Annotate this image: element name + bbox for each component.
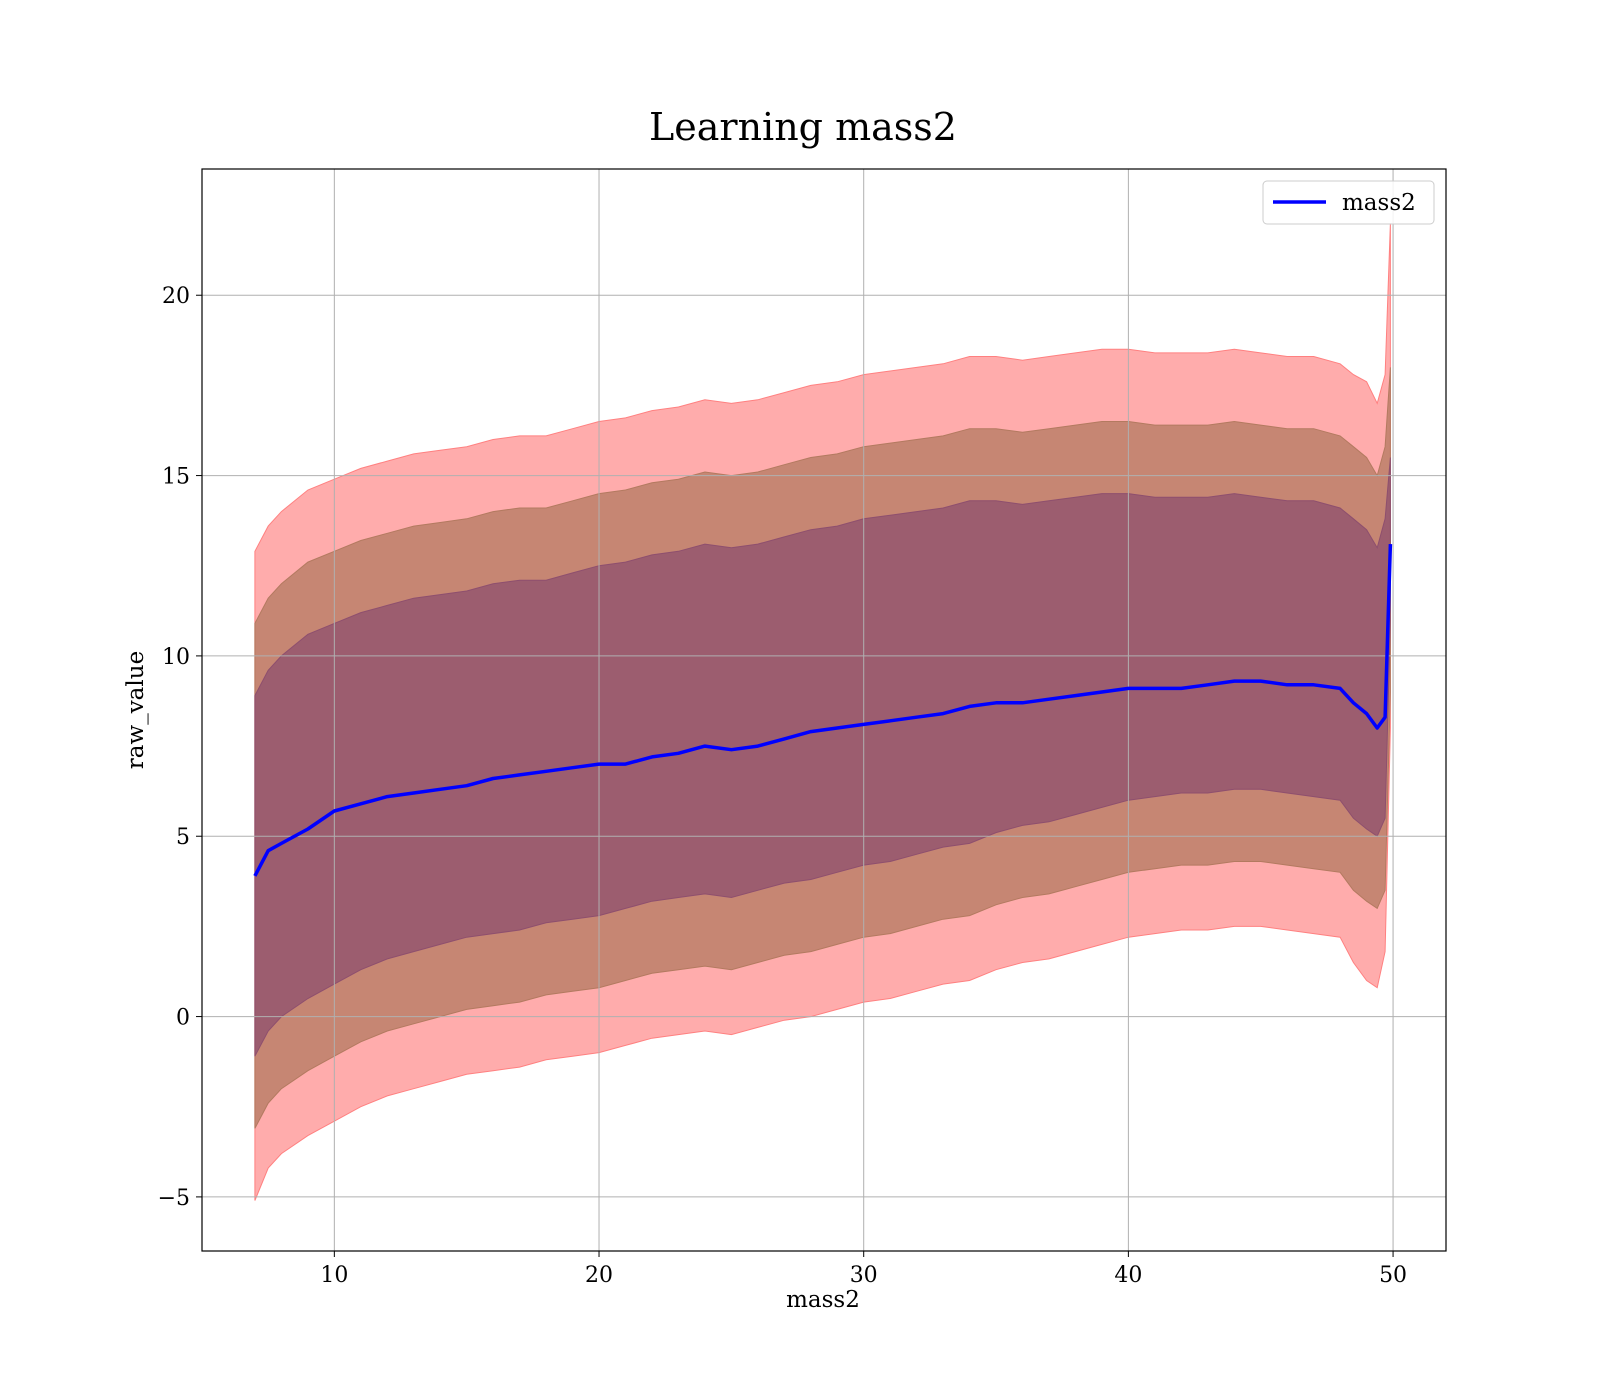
legend-label-mass2: mass2 <box>1342 190 1416 216</box>
band-1-sigma <box>254 457 1391 1057</box>
y-tick-label-2: 5 <box>176 825 190 850</box>
axis-ticks: 10 20 30 40 50 −5 0 5 10 15 20 <box>158 284 1408 1288</box>
x-tick-label-1: 20 <box>585 1263 613 1288</box>
y-tick-label-0: −5 <box>158 1186 190 1211</box>
plot-frame <box>201 168 1447 1252</box>
chart-title: Learning mass2 <box>649 105 957 149</box>
y-tick-label-3: 10 <box>162 645 190 670</box>
legend-box <box>1262 180 1435 225</box>
x-tick-label-4: 50 <box>1379 1263 1407 1288</box>
y-tick-label-5: 20 <box>162 284 190 309</box>
confidence-bands <box>254 223 1391 1201</box>
y-axis-label: raw_value <box>123 651 149 769</box>
x-tick-label-2: 30 <box>850 1263 878 1288</box>
x-axis-label: mass2 <box>786 1287 860 1313</box>
legend: mass2 <box>1262 180 1435 225</box>
series-line-mass2 <box>253 544 1393 877</box>
x-tick-label-3: 40 <box>1114 1263 1142 1288</box>
y-tick-label-1: 0 <box>176 1006 190 1031</box>
grid <box>202 169 1446 1251</box>
series-lines <box>253 544 1393 877</box>
y-tick-label-4: 15 <box>162 465 190 490</box>
x-tick-label-0: 10 <box>320 1263 348 1288</box>
